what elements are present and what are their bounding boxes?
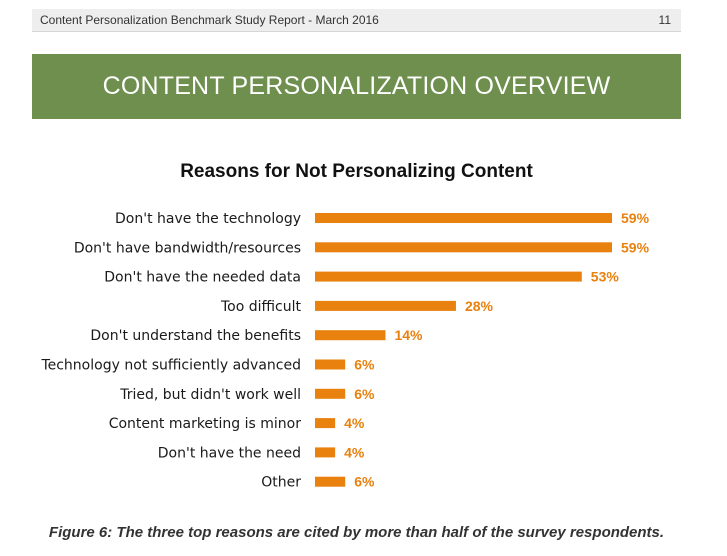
category-label-don-t-have-the-need: Don't have the need (158, 445, 301, 461)
category-label-don-t-understand-the-benefits: Don't understand the benefits (90, 328, 301, 344)
bar-don-t-have-bandwidth-resources (315, 242, 612, 253)
bar-don-t-have-the-needed-data (315, 271, 582, 282)
bar-don-t-have-the-need (315, 447, 336, 458)
value-label-too-difficult: 28% (465, 298, 494, 314)
value-label-technology-not-sufficiently-advanced: 6% (354, 357, 375, 373)
value-label-don-t-have-the-technology: 59% (621, 210, 650, 226)
section-title: CONTENT PERSONALIZATION OVERVIEW (102, 72, 611, 100)
bar-tried-but-didn-t-work-well (315, 388, 346, 399)
category-label-don-t-have-bandwidth-resources: Don't have bandwidth/resources (74, 240, 301, 256)
category-label-content-marketing-is-minor: Content marketing is minor (109, 416, 302, 432)
page-header: Content Personalization Benchmark Study … (32, 9, 681, 32)
value-label-don-t-have-the-needed-data: 53% (591, 269, 620, 285)
category-label-don-t-have-the-technology: Don't have the technology (115, 211, 301, 227)
bar-content-marketing-is-minor (315, 418, 336, 429)
figure-caption: Figure 6: The three top reasons are cite… (48, 524, 665, 541)
chart-title: Reasons for Not Personalizing Content (180, 161, 533, 182)
bar-don-t-have-the-technology (315, 213, 612, 223)
category-label-tried-but-didn-t-work-well: Tried, but didn't work well (119, 387, 301, 403)
value-label-other: 6% (354, 474, 375, 490)
value-label-tried-but-didn-t-work-well: 6% (354, 386, 375, 402)
value-label-don-t-have-the-need: 4% (344, 444, 365, 460)
bar-technology-not-sufficiently-advanced (315, 359, 346, 370)
category-label-other: Other (261, 475, 301, 491)
value-label-don-t-have-bandwidth-resources: 59% (621, 239, 650, 255)
bar-chart: Don't have the technology 59% Don't have b… (40, 210, 650, 491)
value-label-don-t-understand-the-benefits: 14% (394, 327, 423, 343)
category-label-technology-not-sufficiently-advanced: Technology not sufficiently advanced (40, 358, 301, 374)
bar-too-difficult (315, 300, 456, 311)
category-label-don-t-have-the-needed-data: Don't have the needed data (104, 270, 301, 286)
section-banner: CONTENT PERSONALIZATION OVERVIEW (32, 54, 681, 119)
value-label-content-marketing-is-minor: 4% (344, 415, 365, 431)
bar-don-t-understand-the-benefits (315, 330, 386, 341)
category-label-too-difficult: Too difficult (220, 299, 302, 315)
bar-other (315, 476, 346, 487)
report-title: Content Personalization Benchmark Study … (40, 13, 379, 27)
page-number: 11 (658, 13, 671, 27)
